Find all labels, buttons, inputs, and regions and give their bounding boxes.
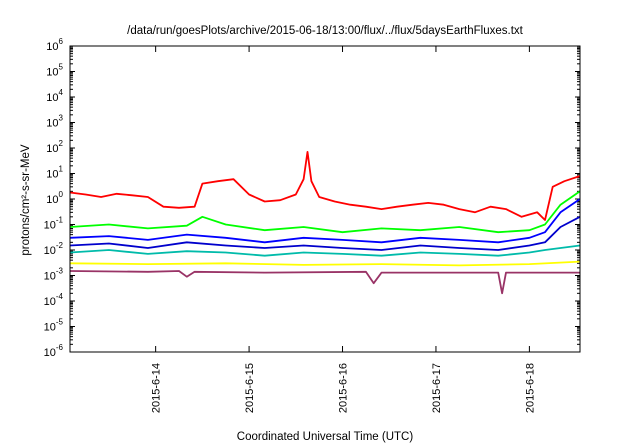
series-group bbox=[69, 150, 581, 295]
series-line-4 bbox=[69, 216, 581, 251]
series-line-1 bbox=[69, 150, 581, 221]
y-tick-label: 10-6 bbox=[44, 343, 64, 359]
x-tick-label: 2015-6-14 bbox=[151, 363, 163, 413]
x-tick-label: 2015-6-17 bbox=[431, 363, 443, 413]
y-tick-label: 104 bbox=[46, 88, 63, 104]
series-line-3 bbox=[69, 198, 581, 244]
x-tick-label: 2015-6-18 bbox=[524, 363, 536, 413]
y-axis-label: protons/cm²-s-sr-MeV bbox=[20, 144, 32, 256]
y-tick-label: 102 bbox=[46, 139, 63, 155]
y-tick-label: 10-3 bbox=[44, 267, 64, 283]
series-line-6 bbox=[69, 260, 581, 267]
y-tick-label: 10-1 bbox=[44, 216, 64, 232]
y-tick-label: 10-4 bbox=[44, 292, 64, 308]
x-axis-ticks: 2015-6-14 2015-6-15 2015-6-16 2015-6-17 2015… bbox=[151, 46, 536, 413]
y-tick-label: 105 bbox=[46, 63, 63, 79]
y-tick-label: 106 bbox=[46, 37, 63, 53]
y-tick-label: 100 bbox=[46, 190, 63, 206]
series-line-7 bbox=[69, 270, 580, 295]
x-tick-label: 2015-6-16 bbox=[338, 363, 350, 413]
y-tick-label: 101 bbox=[46, 165, 63, 181]
series-line-2 bbox=[69, 190, 581, 234]
y-tick-label: 103 bbox=[46, 114, 63, 130]
x-axis-label: Coordinated Universal Time (UTC) bbox=[237, 431, 414, 443]
y-axis-ticks: 10-6 10-5 10-4 10-3 10-2 10-1 100 101 102 103 104 1… bbox=[44, 37, 580, 359]
y-tick-label: 10-2 bbox=[44, 241, 64, 257]
chart-title: /data/run/goesPlots/archive/2015-06-18/1… bbox=[127, 25, 523, 37]
y-tick-label: 10-5 bbox=[44, 318, 64, 334]
series-line-5 bbox=[69, 244, 581, 257]
plot-frame bbox=[69, 45, 581, 353]
x-tick-label: 2015-6-15 bbox=[244, 363, 256, 413]
